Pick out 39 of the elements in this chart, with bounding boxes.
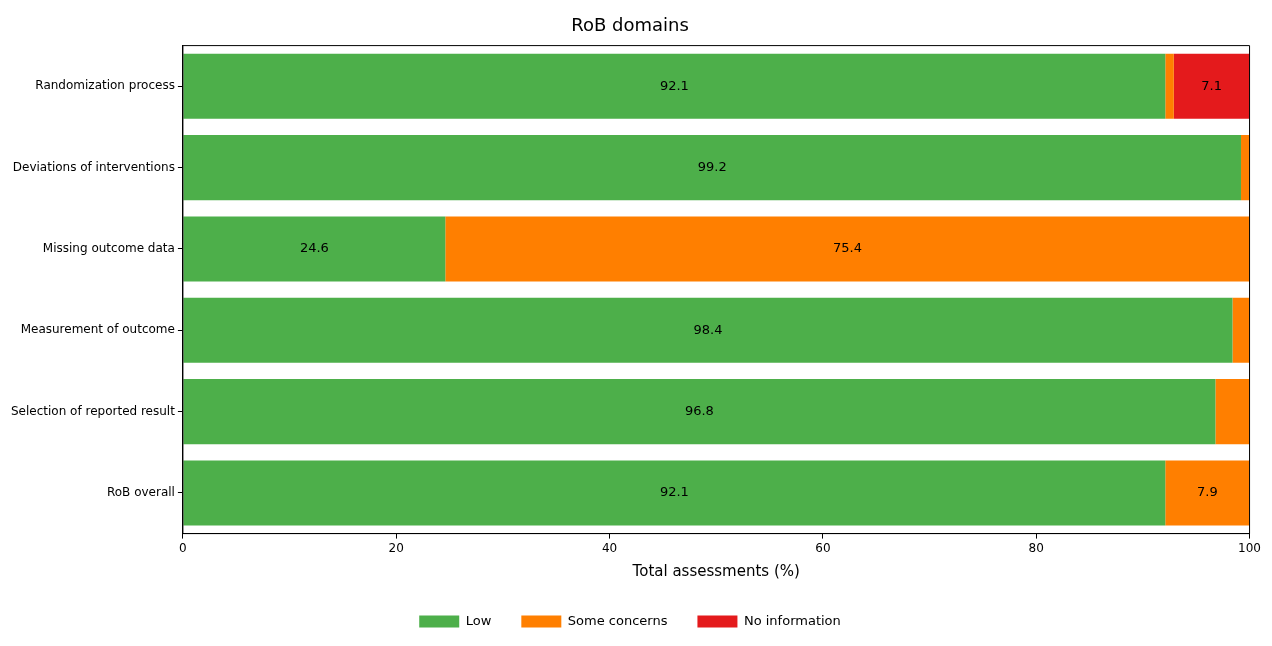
y-tick-label: Selection of reported result bbox=[10, 403, 176, 418]
bar bbox=[1232, 297, 1250, 363]
bar bbox=[183, 216, 446, 282]
data-label: 7.9 bbox=[1197, 484, 1218, 500]
x-tick-label: 100 bbox=[1238, 540, 1261, 555]
x-tick-label: 0 bbox=[179, 540, 187, 555]
chart-title: RoB domains bbox=[571, 14, 689, 36]
x-tick-label: 20 bbox=[388, 540, 404, 555]
data-label: 24.6 bbox=[299, 240, 329, 256]
legend-label: Low bbox=[465, 612, 492, 628]
x-tick-label: 60 bbox=[815, 540, 831, 555]
y-tick-label: Missing outcome data bbox=[42, 241, 175, 256]
data-label: 7.1 bbox=[1201, 77, 1223, 93]
data-label: 92.1 bbox=[659, 484, 689, 500]
y-tick-label: RoB overall bbox=[106, 485, 175, 500]
legend-label: Some concerns bbox=[567, 612, 668, 628]
bar bbox=[183, 53, 1166, 119]
data-label: 98.4 bbox=[693, 321, 723, 337]
bar bbox=[1215, 379, 1250, 445]
bar bbox=[183, 460, 1166, 526]
bar bbox=[445, 216, 1250, 282]
bar bbox=[1165, 460, 1250, 526]
data-label: 96.8 bbox=[684, 402, 714, 418]
x-axis-title: Total assessments (%) bbox=[631, 561, 800, 580]
bar bbox=[1241, 135, 1250, 201]
bar bbox=[1173, 53, 1250, 119]
bar bbox=[1165, 53, 1174, 119]
y-tick-label: Randomization process bbox=[35, 78, 175, 93]
x-tick-label: 40 bbox=[601, 540, 618, 555]
x-tick-label: 80 bbox=[1028, 540, 1044, 555]
data-label: 99.2 bbox=[697, 158, 727, 174]
bar bbox=[183, 297, 1233, 363]
y-tick-label: Deviations of interventions bbox=[12, 159, 175, 174]
legend-label: No information bbox=[743, 612, 841, 628]
data-label: 75.4 bbox=[832, 240, 862, 256]
y-tick-label: Measurement of outcome bbox=[20, 322, 175, 337]
bar bbox=[183, 135, 1242, 201]
data-label: 92.1 bbox=[659, 77, 689, 93]
bar bbox=[183, 379, 1216, 445]
